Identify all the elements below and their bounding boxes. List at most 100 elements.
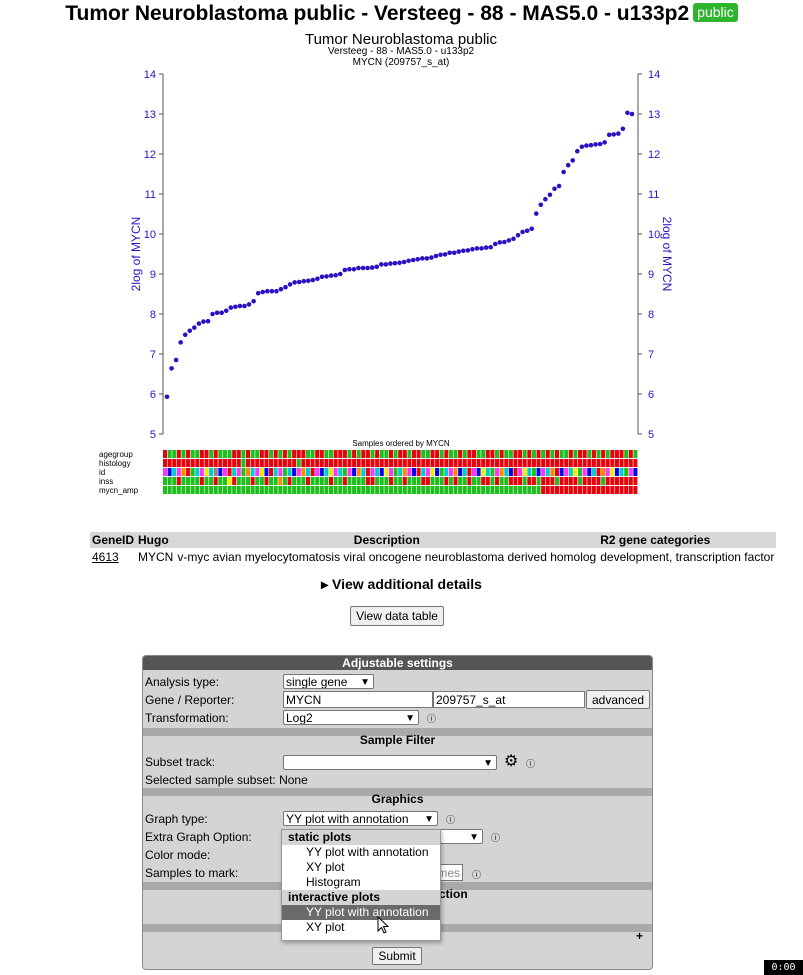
y-tick-label-left: 7 <box>150 349 156 361</box>
graph-type-select[interactable]: YY plot with annotation ▼ <box>283 811 438 826</box>
track-cell <box>402 477 407 485</box>
track-cell <box>301 459 306 467</box>
track-cell <box>550 468 555 476</box>
data-point <box>588 142 594 148</box>
track-cell <box>379 459 384 467</box>
expand-plus-icon[interactable]: + <box>636 929 644 943</box>
track-cell <box>319 477 324 485</box>
info-icon[interactable]: ⓘ <box>427 714 437 724</box>
graph-type-label: Graph type: <box>145 812 208 826</box>
option-static-xy-plot[interactable]: XY plot <box>306 860 345 874</box>
track-cell <box>453 459 458 467</box>
info-icon[interactable]: ⓘ <box>472 870 482 880</box>
track-cell <box>587 468 592 476</box>
track-cell <box>209 468 214 476</box>
option-interactive-xy-plot[interactable]: XY plot <box>306 920 345 934</box>
track-cell <box>402 459 407 467</box>
data-point <box>269 288 275 294</box>
track-cell <box>324 459 329 467</box>
track-cell <box>209 459 214 467</box>
track-cell <box>393 486 398 494</box>
gene-table-header: GeneID Hugo Description R2 gene categori… <box>90 532 777 548</box>
info-icon[interactable]: ⓘ <box>446 815 456 825</box>
track-cell <box>241 450 246 458</box>
track-cell <box>513 468 518 476</box>
chevron-down-icon: ▼ <box>360 677 370 688</box>
track-cell <box>255 468 260 476</box>
track-cell <box>278 477 283 485</box>
track-cell <box>388 450 393 458</box>
option-histogram[interactable]: Histogram <box>306 875 361 889</box>
option-interactive-yy-plot[interactable]: YY plot with annotation <box>282 905 440 920</box>
track-cell <box>218 459 223 467</box>
y-tick-label-right: 13 <box>648 109 660 121</box>
submit-button[interactable]: Submit <box>372 947 422 965</box>
track-label: id <box>99 468 105 477</box>
track-cell <box>301 450 306 458</box>
track-cell <box>508 468 513 476</box>
advanced-button[interactable]: advanced <box>586 690 650 709</box>
track-cell <box>250 450 255 458</box>
track-cell <box>628 477 633 485</box>
chart-subtitle-dataset: Versteeg - 88 - MAS5.0 - u133p2 <box>328 46 475 57</box>
track-cell <box>338 459 343 467</box>
data-point <box>401 259 407 265</box>
reporter-input[interactable]: 209757_s_at <box>433 691 585 708</box>
y-tick-label-right: 5 <box>648 429 654 441</box>
data-point <box>492 241 498 247</box>
track-cell <box>195 477 200 485</box>
track-cell <box>513 486 518 494</box>
track-cell <box>568 477 573 485</box>
track-cell <box>527 450 532 458</box>
info-icon[interactable]: ⓘ <box>491 833 501 843</box>
track-cell <box>601 486 606 494</box>
track-cell <box>347 468 352 476</box>
gear-icon[interactable]: ⚙ <box>504 753 519 770</box>
track-cell <box>490 459 495 467</box>
data-point <box>356 265 361 271</box>
track-cell <box>527 477 532 485</box>
track-cell <box>292 450 297 458</box>
data-point <box>524 228 530 234</box>
track-cell <box>259 459 264 467</box>
track-cell <box>467 477 472 485</box>
track-cell <box>246 450 251 458</box>
track-cell <box>416 468 421 476</box>
track-cell <box>398 477 403 485</box>
hidden-section-header: ction <box>439 887 468 901</box>
analysis-type-select[interactable]: single gene ▼ <box>283 674 374 689</box>
track-cell <box>310 486 315 494</box>
y-tick-label-left: 5 <box>150 429 156 441</box>
track-cell <box>481 450 486 458</box>
track-cell <box>416 486 421 494</box>
geneid-link[interactable]: 4613 <box>92 550 119 564</box>
info-icon[interactable]: ⓘ <box>526 759 536 769</box>
track-cell <box>186 450 191 458</box>
view-additional-details-toggle[interactable]: ▸ View additional details <box>321 576 482 592</box>
option-static-yy-plot[interactable]: YY plot with annotation <box>306 845 429 859</box>
track-cell <box>448 459 453 467</box>
track-cell <box>476 450 481 458</box>
track-cell <box>282 468 287 476</box>
track-cell <box>550 477 555 485</box>
gene-input[interactable]: MYCN <box>283 691 433 708</box>
track-cell <box>296 486 301 494</box>
track-cell <box>176 450 181 458</box>
track-cell <box>361 450 366 458</box>
track-cell <box>301 477 306 485</box>
data-point <box>283 284 288 290</box>
subset-track-select[interactable]: ▼ <box>283 755 497 770</box>
track-cell <box>453 486 458 494</box>
track-cell <box>605 459 610 467</box>
track-cell <box>292 486 297 494</box>
dropdown-group-static: static plots <box>282 830 440 845</box>
track-cell <box>218 450 223 458</box>
transformation-select[interactable]: Log2 ▼ <box>283 710 419 725</box>
track-cell <box>222 486 227 494</box>
page-title: Tumor Neuroblastoma public - Versteeg - … <box>0 2 803 26</box>
track-cell <box>550 486 555 494</box>
view-data-table-button[interactable]: View data table <box>350 606 444 626</box>
track-cell <box>246 477 251 485</box>
track-cell <box>379 450 384 458</box>
track-cell <box>518 468 523 476</box>
